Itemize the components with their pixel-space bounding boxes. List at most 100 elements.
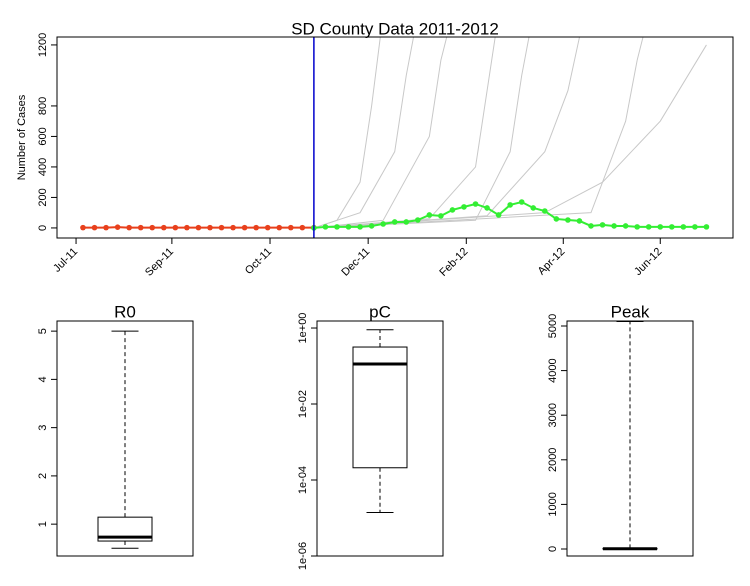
data-point xyxy=(669,224,675,230)
data-point xyxy=(91,224,98,231)
data-point xyxy=(507,202,513,208)
y-tick-label: 1e-06 xyxy=(297,542,309,570)
data-point xyxy=(403,219,410,225)
x-tick-label: Feb-12 xyxy=(437,246,470,279)
simulation-line xyxy=(313,37,381,229)
y-tick-label: 200 xyxy=(37,188,49,206)
data-point xyxy=(380,221,386,227)
simulation-line xyxy=(313,37,415,229)
data-point xyxy=(264,224,271,231)
data-point xyxy=(241,224,248,231)
simulation-line xyxy=(313,37,448,229)
data-point xyxy=(518,199,525,205)
y-tick-label: 3000 xyxy=(547,403,559,427)
data-point xyxy=(588,223,594,229)
data-point xyxy=(253,224,259,231)
y-tick-label: 2 xyxy=(37,473,49,479)
data-point xyxy=(230,224,236,231)
box xyxy=(97,516,153,542)
x-tick-label: Sep-11 xyxy=(143,246,176,279)
y-tick-label: 0 xyxy=(547,546,559,552)
data-point xyxy=(172,224,179,231)
y-tick-label: 1e+00 xyxy=(297,313,309,344)
y-tick-label: 1e-04 xyxy=(297,466,309,494)
data-point xyxy=(126,224,132,231)
data-point xyxy=(137,224,144,231)
data-point xyxy=(114,224,121,230)
y-tick-label: 1 xyxy=(37,521,49,527)
data-point xyxy=(207,224,213,231)
data-point xyxy=(288,224,294,231)
y-tick-label: 800 xyxy=(37,97,49,115)
data-point xyxy=(657,224,664,230)
data-point xyxy=(391,219,398,225)
simulation-line xyxy=(313,37,580,229)
simulation-line xyxy=(313,37,530,229)
data-point xyxy=(542,208,548,214)
data-point xyxy=(276,224,283,231)
x-tick-label: Oct-11 xyxy=(243,246,274,277)
data-point xyxy=(218,224,225,231)
data-point xyxy=(553,216,560,222)
data-point xyxy=(611,223,617,229)
data-point xyxy=(599,222,606,228)
x-tick-label: Apr-12 xyxy=(536,246,568,278)
plot-frame xyxy=(316,320,444,557)
plot-frame xyxy=(56,36,734,239)
data-point xyxy=(438,213,444,219)
y-tick-label: 3 xyxy=(37,425,49,431)
data-point xyxy=(160,224,167,231)
chart-title: R0 xyxy=(114,302,136,321)
data-point xyxy=(149,224,156,231)
simulation-line xyxy=(313,37,644,229)
y-tick-label: 4 xyxy=(37,376,49,382)
chart-title: pC xyxy=(369,302,391,321)
data-point xyxy=(692,224,698,230)
x-tick-label: Dec-11 xyxy=(339,246,372,279)
data-point xyxy=(345,224,352,230)
data-point xyxy=(334,224,340,230)
data-point xyxy=(368,223,375,229)
data-point xyxy=(426,212,433,218)
data-point xyxy=(103,224,109,231)
plot-frame xyxy=(566,320,694,557)
data-point xyxy=(461,204,467,210)
data-point xyxy=(703,224,710,230)
y-tick-label: 2000 xyxy=(547,448,559,472)
y-tick-label: 1e-02 xyxy=(297,390,309,418)
data-point xyxy=(299,224,306,231)
data-point xyxy=(680,224,687,230)
chart-title: Peak xyxy=(611,302,650,321)
y-tick-label: 5000 xyxy=(547,314,559,338)
data-point xyxy=(622,223,629,229)
y-tick-label: 400 xyxy=(37,158,49,176)
y-tick-label: 1200 xyxy=(37,33,49,57)
data-point xyxy=(530,205,537,211)
data-point xyxy=(495,212,502,218)
y-tick-label: 600 xyxy=(37,127,49,145)
y-tick-label: 5 xyxy=(37,328,49,334)
box xyxy=(352,346,408,469)
chart-title: SD County Data 2011-2012 xyxy=(291,19,499,38)
y-axis-title: Number of Cases xyxy=(16,94,28,180)
y-tick-label: 0 xyxy=(37,225,49,231)
data-point xyxy=(80,224,86,231)
data-point xyxy=(322,224,329,230)
y-tick-label: 1000 xyxy=(547,492,559,516)
data-point xyxy=(184,224,190,231)
data-point xyxy=(357,224,363,230)
simulation-line xyxy=(313,44,707,229)
y-tick-label: 4000 xyxy=(547,358,559,382)
data-point xyxy=(484,205,490,211)
simulation-line xyxy=(313,37,496,229)
x-tick-label: Jun-12 xyxy=(632,246,664,278)
data-point xyxy=(565,217,571,223)
data-point xyxy=(645,224,652,230)
plot-frame xyxy=(56,320,194,557)
data-point xyxy=(449,207,456,213)
data-point xyxy=(415,217,421,223)
plot-area xyxy=(80,37,710,231)
data-point xyxy=(634,224,640,230)
data-point xyxy=(576,218,583,224)
